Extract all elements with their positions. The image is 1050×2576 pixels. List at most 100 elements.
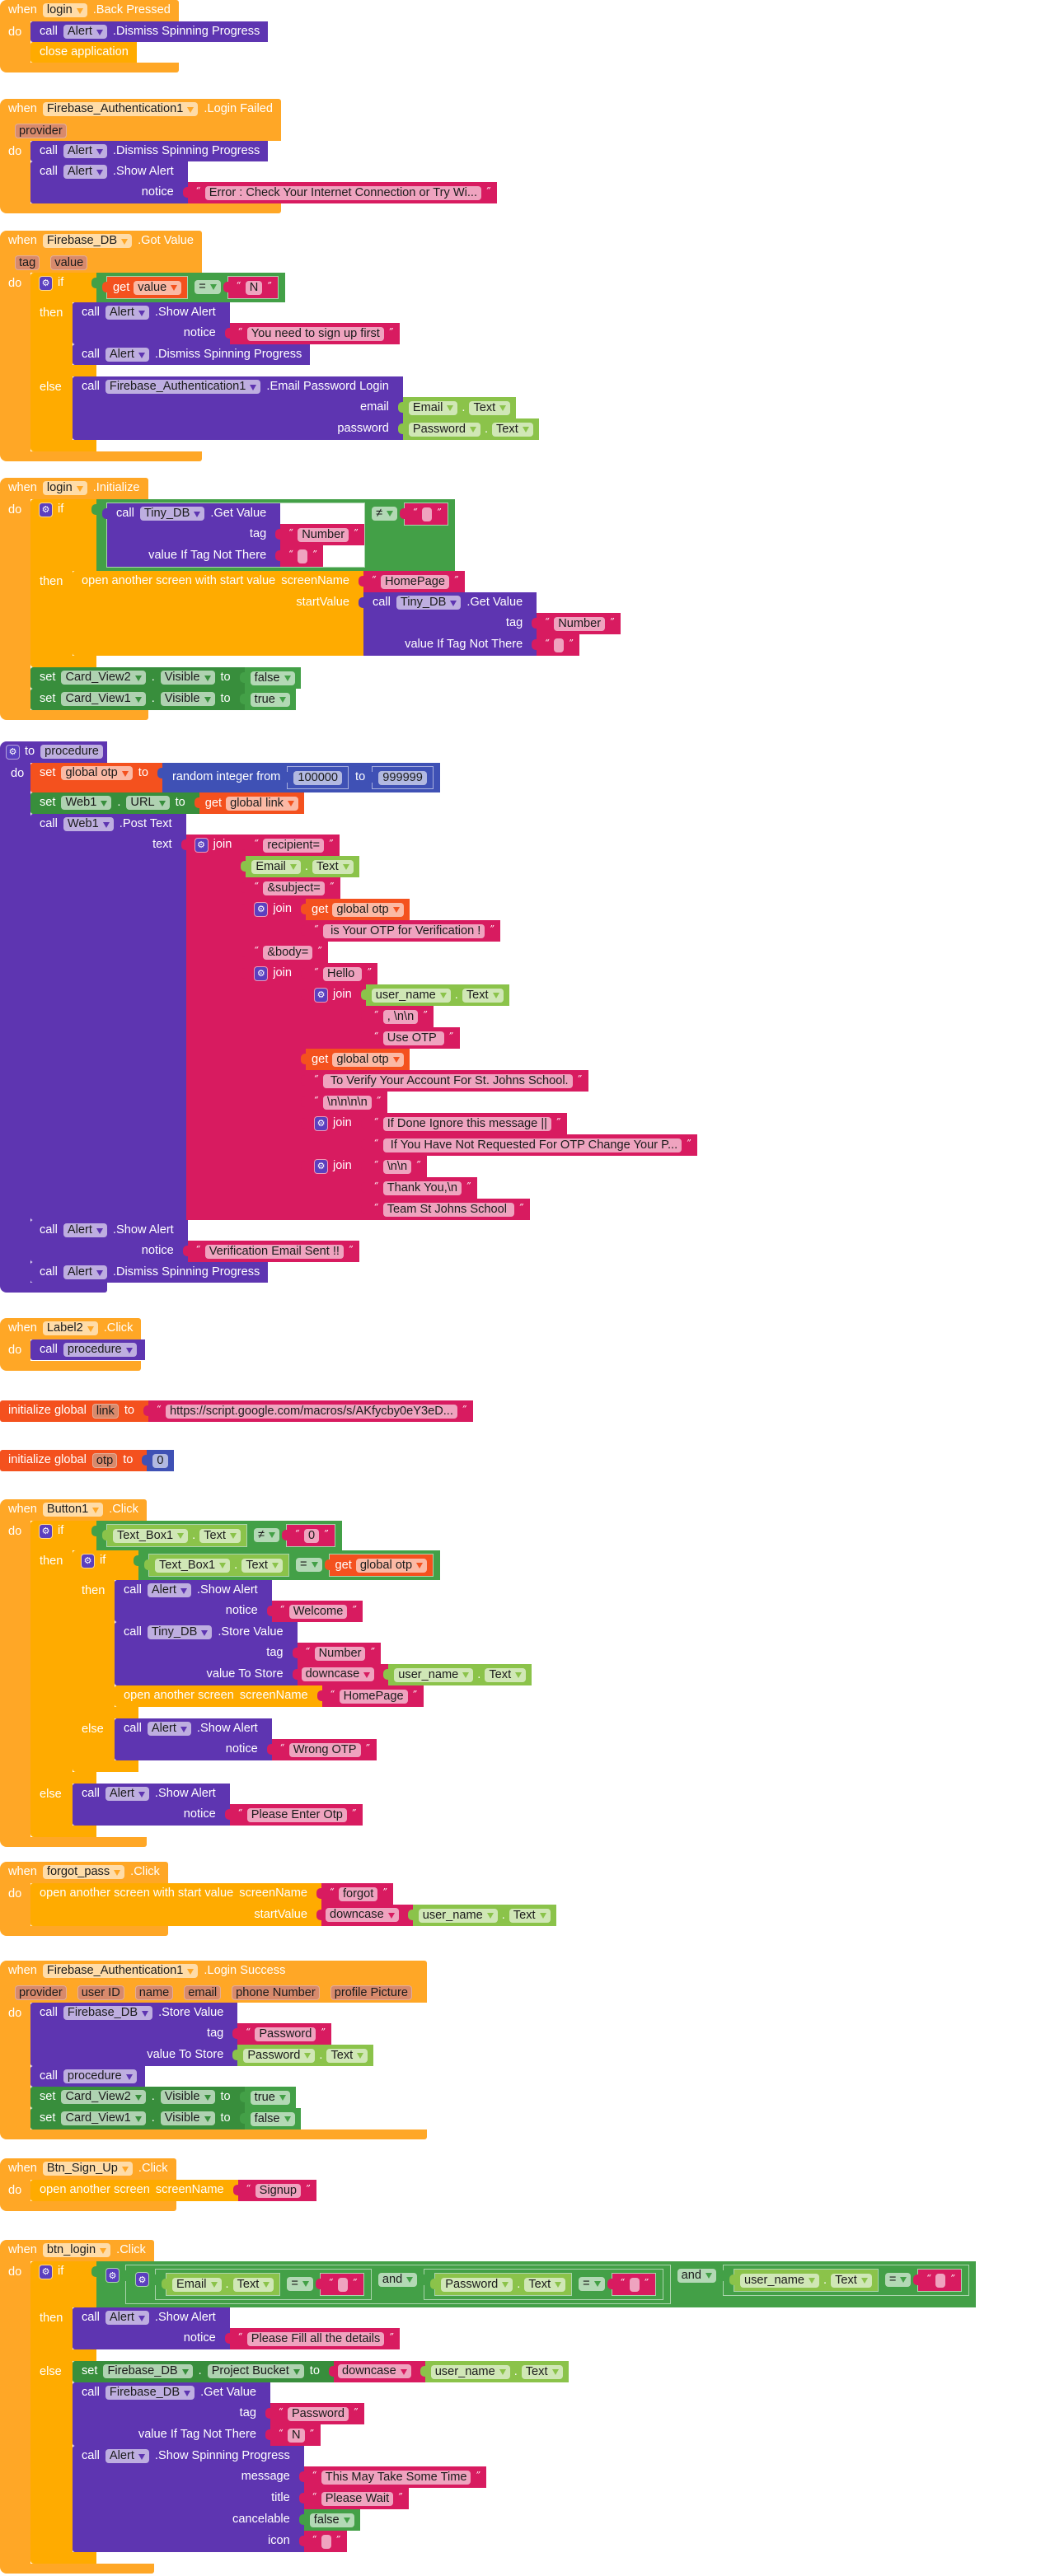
dropdown-field[interactable]: login (42, 481, 87, 495)
dropdown-field[interactable]: Text (509, 1908, 551, 1923)
if-block[interactable]: if Text_Box1. Text ≠ 0 then if Text_Box1. Text = g… (30, 1521, 532, 1837)
component-getter-block[interactable]: Password. Text (232, 2045, 374, 2066)
dropdown-field[interactable]: = (579, 2276, 605, 2291)
dropdown-field[interactable]: Alert (63, 144, 107, 158)
dropdown-field[interactable]: Text (312, 859, 354, 874)
component-method-block[interactable]: call Alert .Show Alert notice Verification E… (30, 1220, 359, 1262)
dropdown-field[interactable]: forgot_pass (42, 1865, 125, 1879)
dropdown-field[interactable]: Firebase_Authentication1 (42, 102, 199, 116)
dropdown-field[interactable]: global otp (332, 902, 404, 917)
component-method-block[interactable]: call Firebase_Authentication1 .Email Passw… (73, 376, 539, 440)
dropdown-field[interactable]: Password (408, 422, 480, 437)
dropdown-field[interactable]: global otp (61, 766, 133, 780)
component-setter-block[interactable]: set Firebase_DB. Project Bucket to downcase u… (73, 2361, 569, 2382)
dropdown-field[interactable]: Alert (63, 1223, 107, 1237)
component-setter-block[interactable]: set Web1. URL to get global link (30, 792, 304, 814)
open-another-screen-block[interactable]: open another screen screenName HomePage (115, 1685, 424, 1707)
component-getter-block[interactable]: user_name. Text (407, 1905, 556, 1926)
component-getter-block[interactable]: Password. Text (430, 2274, 572, 2295)
dropdown-field[interactable]: Text_Box1 (155, 1558, 231, 1573)
text-block[interactable]: Please Fill all the details (224, 2328, 401, 2349)
string-field[interactable]: forgot (339, 1886, 378, 1901)
text-block[interactable]: Verification Email Sent !! (182, 1241, 359, 1262)
dropdown-field[interactable]: Firebase_DB (103, 2364, 193, 2378)
join-block[interactable]: join Hello join user_name. Text , \n\n Use OT… (241, 963, 698, 1220)
dropdown-field[interactable]: Text (524, 2277, 566, 2292)
dropdown-field[interactable]: Alert (105, 306, 149, 320)
variable-name-field[interactable]: otp (91, 1452, 118, 1468)
text-block[interactable]: Wrong OTP (266, 1739, 377, 1760)
dropdown-field[interactable]: value (134, 280, 182, 295)
dropdown-field[interactable]: Text (492, 422, 533, 437)
text-block[interactable]: Number (275, 524, 365, 545)
join-block[interactable]: join If Done Ignore this message || If Yo… (301, 1113, 698, 1156)
close-application-block[interactable]: close application (30, 42, 137, 63)
if-block[interactable]: if Text_Box1. Text = get global otp then call Al… (73, 1550, 532, 1772)
text-block[interactable]: Hello (301, 963, 378, 984)
random-integer-block[interactable]: random integer from 100000 to 999999 (157, 763, 440, 792)
join-block[interactable]: join \n\n Thank You,\n Team St Johns School (301, 1156, 531, 1220)
compare-block[interactable]: Email. Text = (151, 2270, 371, 2299)
component-setter-block[interactable]: set Card_View1. Visible to false (30, 2108, 301, 2130)
get-variable-block[interactable]: get global otp (324, 1554, 434, 1576)
dropdown-field[interactable]: Alert (105, 2311, 149, 2325)
if-block[interactable]: if call Tiny_DB .Get Value tag Number value If… (30, 499, 621, 667)
text-block[interactable]: Team St Johns School (360, 1199, 531, 1220)
text-block[interactable]: To Verify Your Account For St. Johns Sch… (301, 1070, 588, 1092)
component-getter-block[interactable]: Email. Text (397, 397, 517, 418)
dropdown-field[interactable]: Email (408, 400, 458, 415)
dropdown-field[interactable]: Text (469, 400, 511, 415)
dropdown-field[interactable]: = (195, 279, 221, 294)
gear-icon[interactable] (315, 1159, 328, 1173)
dropdown-field[interactable]: false (250, 2111, 295, 2126)
component-method-block[interactable]: call Alert .Dismiss Spinning Progress (30, 1262, 269, 1283)
string-field[interactable]: Use OTP (382, 1031, 444, 1045)
text-block[interactable]: Number (292, 1643, 382, 1664)
dropdown-field[interactable]: = (287, 2276, 313, 2291)
procedure-call-block[interactable]: call procedure (30, 1339, 145, 1360)
text-block[interactable]: Password (232, 2023, 332, 2045)
string-field[interactable]: Please Fill all the details (246, 2331, 385, 2346)
dropdown-field[interactable]: global link (226, 796, 298, 811)
procedure-call-block[interactable]: call procedure (30, 2066, 145, 2087)
string-field[interactable]: Error : Check Your Internet Connection o… (204, 185, 482, 200)
event-parameter[interactable]: name (134, 1985, 174, 2000)
string-field[interactable]: Verification Email Sent !! (204, 1244, 344, 1259)
text-case-block[interactable]: downcase user_name. Text (316, 1905, 556, 1926)
dropdown-field[interactable]: = (295, 1557, 322, 1572)
variable-name-field[interactable]: link (91, 1403, 119, 1419)
string-field[interactable]: Password (255, 2027, 316, 2041)
event-handler-block[interactable]: when login .Initialize do if call Tiny_DB .Get … (0, 478, 621, 720)
string-field[interactable]: If You Have Not Requested For OTP Change… (382, 1138, 682, 1152)
dropdown-field[interactable]: Password (441, 2277, 513, 2292)
event-handler-block[interactable]: when Btn_Sign_Up .Click do open another scre… (0, 2158, 317, 2211)
event-handler-block[interactable]: when Label2 .Click do call procedure (0, 1318, 145, 1371)
dropdown-field[interactable]: Password (243, 2048, 316, 2063)
component-method-block[interactable]: call Firebase_DB .Store Value tag Password va… (30, 2003, 374, 2066)
if-block[interactable]: if get value = Nthen call Alert .Show Alert noti… (30, 273, 539, 451)
gear-icon[interactable] (315, 988, 328, 1002)
get-variable-block[interactable]: get value (101, 277, 188, 298)
dropdown-field[interactable]: Tiny_DB (139, 507, 205, 521)
text-block[interactable]: Signup (232, 2180, 317, 2201)
gear-icon[interactable] (255, 966, 268, 980)
component-setter-block[interactable]: set Card_View2. Visible to true (30, 2087, 296, 2108)
dropdown-field[interactable]: Alert (63, 25, 107, 39)
component-method-block[interactable]: call Alert .Show Alert notice Welcome (115, 1580, 363, 1622)
dropdown-field[interactable]: Alert (105, 1787, 149, 1801)
editable-field[interactable]: 100000 (293, 770, 343, 785)
dropdown-field[interactable]: Text (831, 2273, 872, 2288)
dropdown-field[interactable]: and (377, 2272, 418, 2287)
text-block[interactable] (607, 2274, 655, 2295)
dropdown-field[interactable]: false (250, 671, 295, 685)
dropdown-field[interactable]: Text (326, 2048, 368, 2063)
text-block[interactable] (298, 2531, 347, 2552)
component-method-block[interactable]: call Alert .Dismiss Spinning Progress (73, 344, 311, 365)
gear-icon[interactable] (40, 2265, 52, 2279)
dropdown-field[interactable]: true (250, 2090, 290, 2105)
editable-field[interactable]: 999999 (378, 770, 427, 785)
text-block[interactable]: , \n\n (360, 1006, 434, 1027)
gear-icon[interactable] (40, 276, 52, 290)
dropdown-field[interactable]: Firebase_DB (42, 234, 133, 248)
